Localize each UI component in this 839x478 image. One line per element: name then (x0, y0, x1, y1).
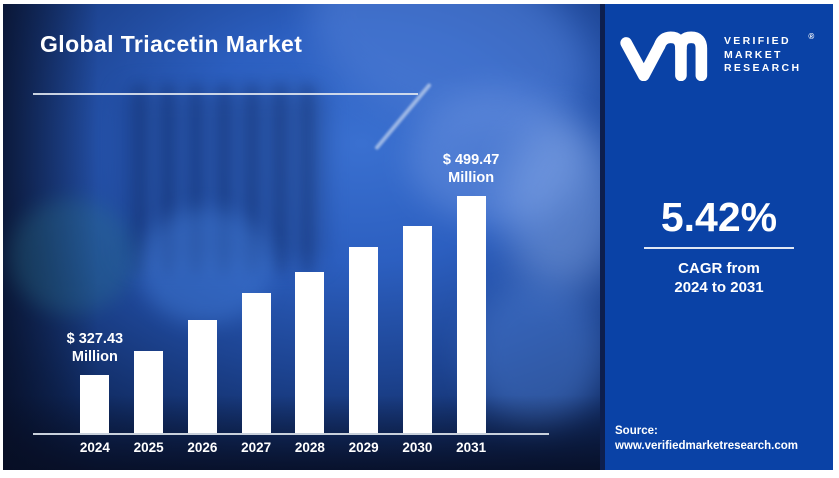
bar-2029 (349, 247, 379, 433)
bar-column-2024: $ 327.43 Million 2024 (67, 196, 123, 455)
bar-column-2025: 2025 (122, 196, 176, 455)
bar-2026 (187, 320, 217, 433)
bar-column-2026: 2026 (176, 196, 230, 455)
year-label-2026: 2026 (187, 440, 218, 455)
panel-divider (600, 4, 605, 470)
page-title: Global Triacetin Market (40, 31, 303, 57)
bar-column-2029: 2029 (337, 196, 391, 455)
vm-monogram-icon (620, 31, 708, 81)
bar-column-2030: 2030 (391, 196, 445, 455)
logo-line-market: MARKET (724, 48, 783, 61)
brand-panel: VERIFIED MARKET RESEARCH ® 5.42% CAGR fr… (605, 4, 833, 470)
infographic-frame: Global Triacetin Market $ 327.43 Million 2… (3, 4, 833, 470)
cagr-value: 5.42% (660, 194, 778, 240)
photo-highlight-shape (503, 119, 600, 294)
cagr-caption-line2: 2024 to 2031 (674, 279, 764, 296)
cagr-block: 5.42% CAGR from 2024 to 2031 (605, 197, 833, 297)
bar-2028 (295, 272, 325, 433)
logo-wordmark: VERIFIED MARKET RESEARCH ® (724, 29, 814, 76)
title-underline (33, 93, 418, 95)
bar-2025 (134, 351, 164, 433)
photo-glove-hand-shape (408, 89, 583, 224)
bar-value-label-2031: $ 499.47 Million (442, 151, 500, 186)
cagr-underline (644, 247, 794, 249)
year-label-2029: 2029 (348, 440, 379, 455)
bar-column-2028: 2028 (283, 196, 337, 455)
logo-line-research: RESEARCH (724, 62, 802, 74)
logo-line-verified: VERIFIED (724, 35, 791, 47)
source-label: Source: (615, 425, 658, 437)
bar-column-2027: 2027 (229, 196, 283, 455)
chart-panel: Global Triacetin Market $ 327.43 Million 2… (3, 4, 600, 470)
bar-value-label-2024: $ 327.43 Million (66, 330, 124, 365)
year-label-2024: 2024 (79, 440, 110, 455)
year-label-2028: 2028 (294, 440, 325, 455)
year-label-2030: 2030 (402, 440, 433, 455)
source-url: www.verifiedmarketresearch.com (615, 440, 799, 452)
bar-column-2031: $ 499.47 Million 2031 (443, 152, 499, 455)
bar-chart-columns: $ 327.43 Million 2024 2025 2026 2027 2028 2029 2… (67, 152, 500, 455)
source-block: Source: www.verifiedmarketresearch.com (615, 424, 798, 454)
bar-2024 (80, 375, 110, 433)
photo-test-tubes-shape (9, 199, 134, 314)
year-label-2027: 2027 (241, 440, 272, 455)
bar-2027 (241, 293, 271, 433)
vmr-logo: VERIFIED MARKET RESEARCH ® (615, 29, 814, 81)
bar-2031 (456, 196, 486, 433)
x-axis-line (33, 433, 549, 435)
cagr-caption-line1: CAGR from (678, 260, 760, 277)
year-label-2031: 2031 (456, 440, 487, 455)
bar-2030 (402, 226, 432, 433)
year-label-2025: 2025 (133, 440, 164, 455)
registered-trademark-icon: ® (808, 32, 815, 41)
